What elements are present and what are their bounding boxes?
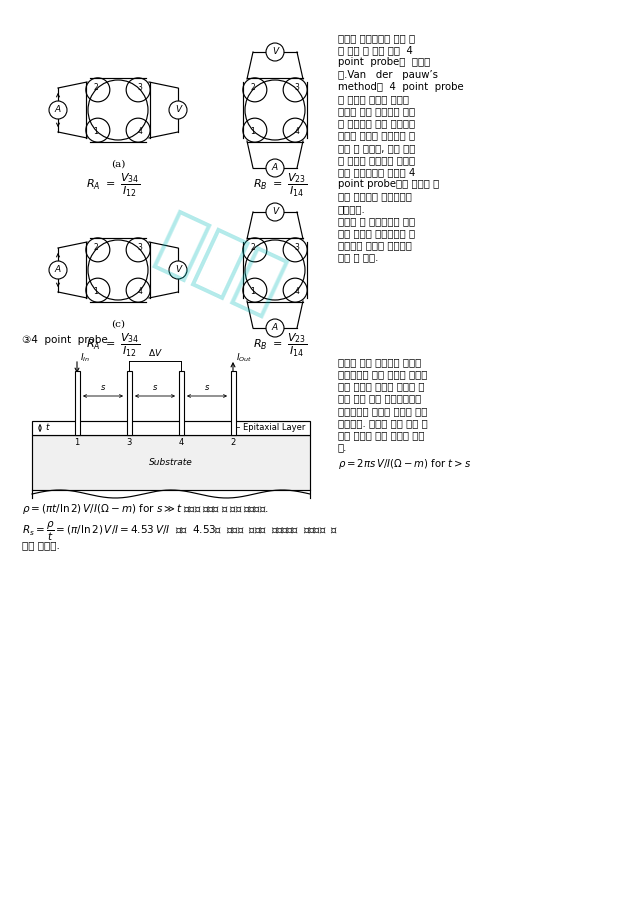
Bar [32, 435, 310, 490]
Text: 1: 1 [93, 128, 99, 137]
Circle shape [169, 101, 187, 119]
Text: point  probe를  사용한: point probe를 사용한 [338, 57, 430, 67]
Circle shape [49, 101, 67, 119]
Bar [32, 421, 310, 435]
Text: 2: 2 [93, 83, 99, 92]
Text: V: V [272, 207, 278, 216]
Text: 서만 사용하므로 비교적 4: 서만 사용하므로 비교적 4 [338, 167, 415, 177]
Text: point probe보다 표면에 손: point probe보다 표면에 손 [338, 179, 439, 189]
Bar [74, 371, 79, 435]
Text: $R_s=\dfrac{\rho}{t}=(\pi/\ln 2)\,V/I=4.53\,V/I$  이때  4.53은  박막의  넓이가  무한대라는  가정: $R_s=\dfrac{\rho}{t}=(\pi/\ln 2)\,V/I=4.… [22, 520, 339, 543]
Text: s: s [153, 383, 157, 392]
Text: 1: 1 [74, 438, 79, 447]
Text: 대하여 비교적 간단하게 측: 대하여 비교적 간단하게 측 [338, 130, 415, 140]
Text: 4: 4 [179, 438, 184, 447]
Text: $\rho=2\pi s\,V/I(\Omega-m)$ for $t>s$: $\rho=2\pi s\,V/I(\Omega-m)$ for $t>s$ [338, 457, 472, 471]
Text: (a): (a) [111, 160, 125, 169]
Text: 만 국부면이 아닌 전체면에: 만 국부면이 아닌 전체면에 [338, 119, 415, 129]
Text: 전체저항에 오차가 생기기 쉽기: 전체저항에 오차가 생기기 쉽기 [338, 405, 428, 415]
Text: A: A [55, 265, 61, 274]
Text: 측정하는데 이때 전압을 흘리지: 측정하는데 이때 전압을 흘리지 [338, 369, 428, 379]
Circle shape [266, 203, 284, 221]
Text: (c): (c) [111, 320, 125, 329]
Text: $R_A\ =\ \dfrac{V_{34}}{I_{12}}$: $R_A\ =\ \dfrac{V_{34}}{I_{12}}$ [86, 172, 140, 199]
Text: $\rho=(\pi t/\ln 2)\,V/I(\Omega-m)$ for $s\gg t$ 박막을 사용할 때 주로 사용된다.: $\rho=(\pi t/\ln 2)\,V/I(\Omega-m)$ for … [22, 502, 269, 516]
Text: — Epitaxial Layer: — Epitaxial Layer [232, 424, 305, 433]
Text: A: A [272, 323, 278, 332]
Text: 않고 전류를 흘리는 이유는 전: 않고 전류를 흘리는 이유는 전 [338, 381, 424, 391]
Text: 차에 영향을 거의 미치지 못한: 차에 영향을 거의 미치지 못한 [338, 430, 424, 440]
Text: t: t [45, 424, 49, 433]
Text: 머리띠: 머리띠 [147, 206, 294, 324]
Text: 때문이다. 전류를 흘릴 경우 오: 때문이다. 전류를 흘릴 경우 오 [338, 418, 428, 428]
Text: 3: 3 [294, 243, 300, 252]
Text: 1: 1 [251, 128, 255, 137]
Text: 에 비하여 박막의 면저항: 에 비하여 박막의 면저항 [338, 94, 409, 104]
Text: 높일 수 있다.: 높일 수 있다. [338, 252, 378, 262]
Text: A: A [55, 106, 61, 115]
Text: 압을 흘릴 경우 접촉저항으로: 압을 흘릴 경우 접촉저항으로 [338, 394, 421, 404]
Text: 4: 4 [138, 288, 143, 297]
Text: $I_{Out}$: $I_{Out}$ [236, 352, 252, 364]
Text: 치시켜야 측정의 정확도를: 치시켜야 측정의 정확도를 [338, 241, 412, 251]
Text: 실험을 준비하는데 있어 시: 실험을 준비하는데 있어 시 [338, 33, 415, 43]
Text: V: V [175, 265, 181, 274]
Text: 2: 2 [230, 438, 236, 447]
Text: 측정에 많이 사용되진 않지: 측정에 많이 사용되진 않지 [338, 106, 415, 116]
Text: 하고 최외곽 가장자리에 위: 하고 최외곽 가장자리에 위 [338, 228, 415, 238]
Bar [230, 371, 236, 435]
Circle shape [266, 319, 284, 337]
Bar [127, 371, 131, 435]
Text: 4: 4 [138, 128, 143, 137]
Text: s: s [205, 383, 209, 392]
Text: 2: 2 [93, 243, 99, 252]
Text: A: A [272, 164, 278, 173]
Text: 은 최외곽 가장자리 위치에: 은 최외곽 가장자리 위치에 [338, 155, 415, 165]
Text: $R_B\ =\ \dfrac{V_{23}}{I_{14}}$: $R_B\ =\ \dfrac{V_{23}}{I_{14}}$ [253, 332, 307, 359]
Text: V: V [175, 106, 181, 115]
Circle shape [266, 43, 284, 61]
Text: method은  4  point  probe: method은 4 point probe [338, 81, 463, 91]
Text: (d): (d) [268, 320, 282, 329]
Text: V: V [272, 47, 278, 56]
Text: 4: 4 [294, 288, 300, 297]
Text: 편 준비 등 일이 많아  4: 편 준비 등 일이 많아 4 [338, 45, 413, 55]
Text: 오는 값이다.: 오는 값이다. [22, 540, 60, 550]
Text: 방법이다.: 방법이다. [338, 204, 365, 214]
Text: $R_A\ =\ \dfrac{V_{34}}{I_{12}}$: $R_A\ =\ \dfrac{V_{34}}{I_{12}}$ [86, 332, 140, 359]
Circle shape [266, 159, 284, 177]
Text: 1: 1 [251, 288, 255, 297]
Text: ③4  point  probe: ③4 point probe [22, 335, 108, 345]
Text: 2: 2 [251, 243, 255, 252]
Text: $R_B\ =\ \dfrac{V_{23}}{I_{14}}$: $R_B\ =\ \dfrac{V_{23}}{I_{14}}$ [253, 172, 307, 199]
Text: $\Delta V$: $\Delta V$ [148, 347, 163, 358]
Text: 3: 3 [126, 438, 132, 447]
Text: 다.Van   der   pauw’s: 다.Van der pauw’s [338, 70, 438, 80]
Text: 다.: 다. [338, 443, 348, 452]
Text: 3: 3 [138, 83, 143, 92]
Circle shape [169, 261, 187, 279]
Text: 3: 3 [138, 243, 143, 252]
Bar [179, 371, 184, 435]
Text: 1: 1 [93, 288, 99, 297]
Text: (b): (b) [268, 160, 282, 169]
Circle shape [49, 261, 67, 279]
Text: 2: 2 [251, 83, 255, 92]
Text: 3: 3 [294, 83, 300, 92]
Text: 정할 수 있으며, 측정 탐침: 정할 수 있으며, 측정 탐침 [338, 143, 415, 153]
Text: 4: 4 [294, 128, 300, 137]
Text: $I_{In}$: $I_{In}$ [80, 352, 90, 364]
Text: 상을 주지않는 비파괴적인: 상을 주지않는 비파괴적인 [338, 192, 412, 202]
Text: Substrate: Substrate [149, 458, 193, 467]
Text: 전류를 흘려 전압계로 전압을: 전류를 흘려 전압계로 전압을 [338, 357, 421, 367]
Text: 측정할 때 탐침전극을 사용: 측정할 때 탐침전극을 사용 [338, 216, 415, 226]
Text: s: s [101, 383, 105, 392]
